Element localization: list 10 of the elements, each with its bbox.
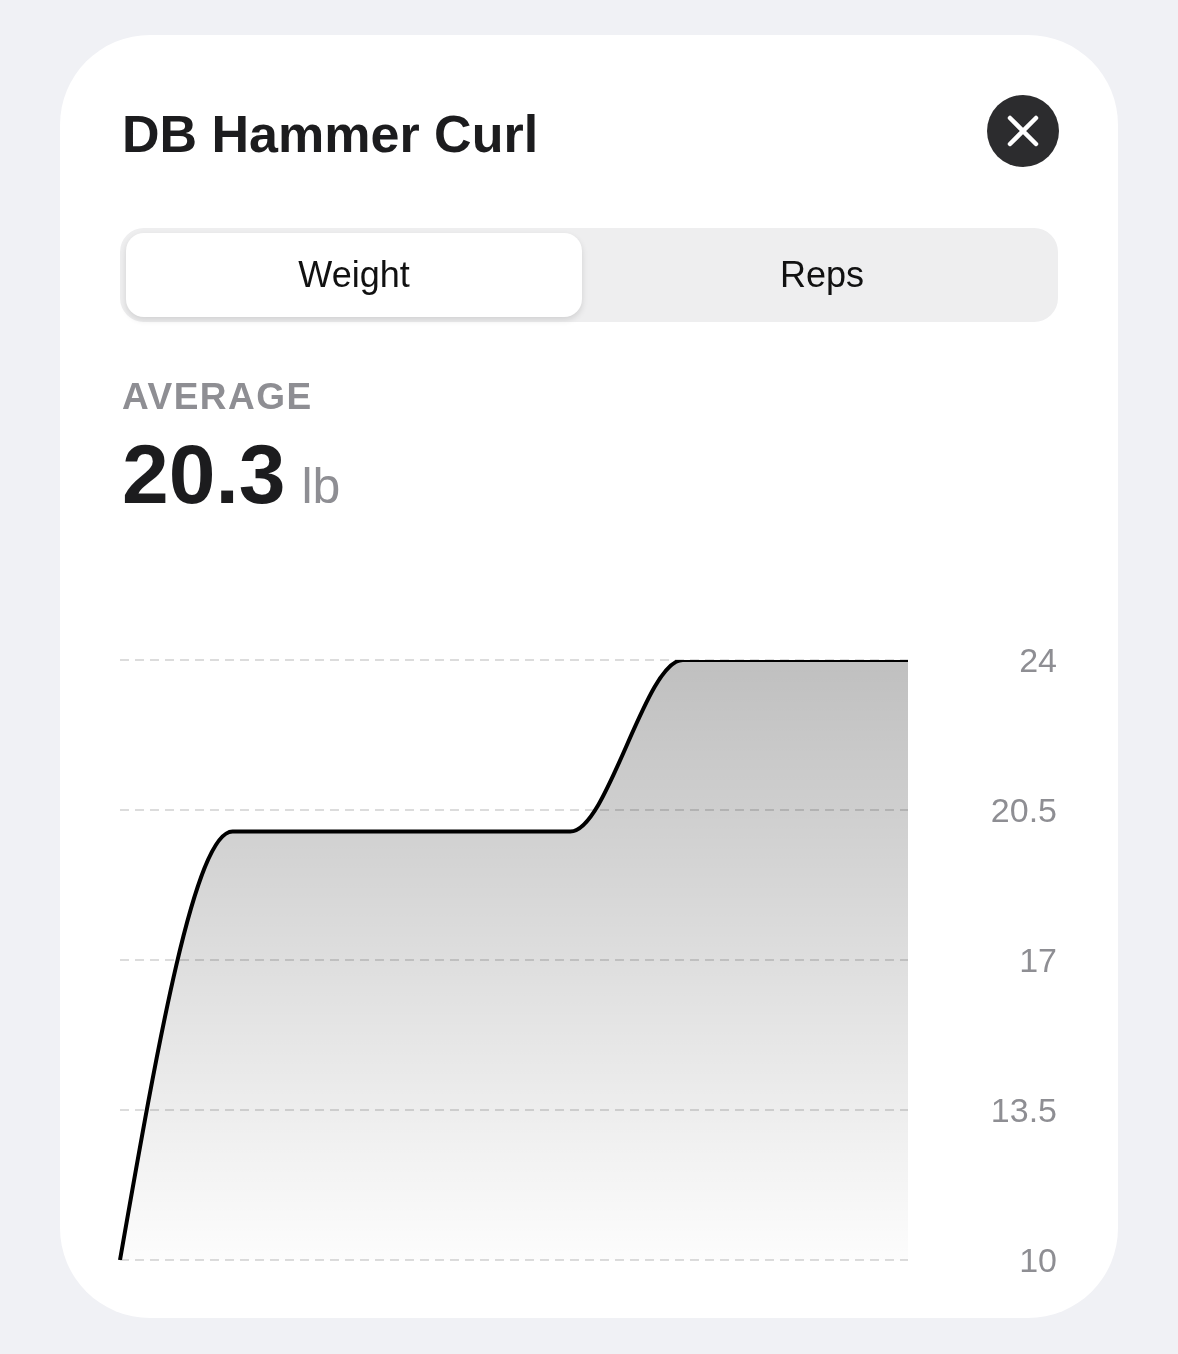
y-tick-label: 10: [1019, 1241, 1057, 1279]
text: AVERAGE: [122, 376, 313, 417]
chart-title: DB Hammer Curl: [122, 104, 539, 164]
text: 20.3 lb: [122, 427, 341, 523]
y-tick-label: 17: [1019, 941, 1057, 979]
y-tick-label: 13.5: [990, 1091, 1057, 1129]
selected-tab: Weight: [126, 233, 582, 317]
y-tick-label: 24: [1019, 641, 1057, 679]
segmented-control: Weight Reps: [120, 228, 1058, 322]
y-tick-label: 20.5: [990, 791, 1057, 829]
